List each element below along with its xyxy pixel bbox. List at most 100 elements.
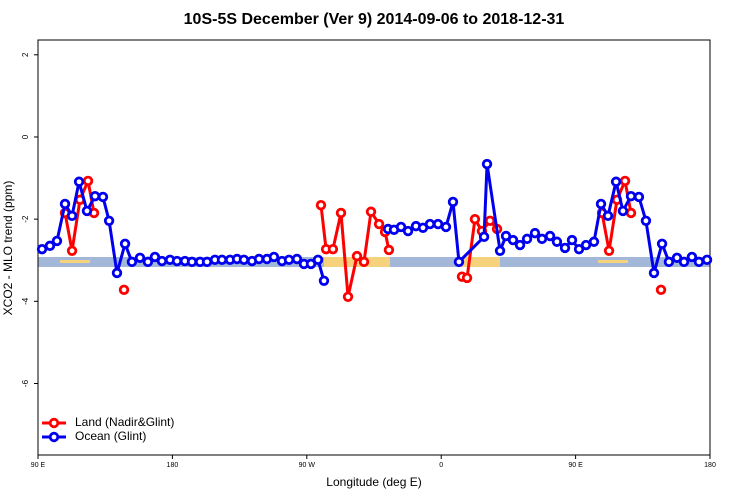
data-point xyxy=(327,243,339,255)
data-point xyxy=(156,255,168,267)
x-tick-label: 90 E xyxy=(31,462,46,469)
legend-marker xyxy=(48,417,60,429)
data-point xyxy=(66,210,78,222)
x-tick-label: 90 E xyxy=(568,462,583,469)
x-tick-label: 180 xyxy=(704,462,716,469)
y-axis-label: XCO2 - MLO trend (ppm) xyxy=(1,181,15,316)
data-point xyxy=(701,254,713,266)
data-point xyxy=(693,256,705,268)
data-point xyxy=(551,236,563,247)
data-point xyxy=(111,267,123,279)
data-point xyxy=(268,251,280,263)
data-point xyxy=(291,253,303,265)
y-tick-label: -4 xyxy=(21,297,30,305)
data-point xyxy=(469,213,481,225)
data-point xyxy=(500,230,512,242)
data-point xyxy=(103,215,115,226)
data-point xyxy=(655,284,667,296)
data-point xyxy=(81,205,93,217)
data-point xyxy=(201,256,213,268)
data-point xyxy=(640,215,652,226)
data-point xyxy=(342,291,354,303)
data-point xyxy=(588,236,600,247)
data-point xyxy=(529,227,541,239)
data-point xyxy=(678,256,690,268)
y-tick-label: -2 xyxy=(21,215,30,223)
data-point xyxy=(358,256,370,268)
data-point xyxy=(373,218,385,230)
data-point xyxy=(521,233,533,245)
data-point xyxy=(536,233,548,245)
data-point xyxy=(544,230,556,242)
data-point xyxy=(656,238,668,250)
data-point xyxy=(134,252,146,263)
data-point xyxy=(478,231,490,243)
land-strip xyxy=(462,257,500,267)
data-point xyxy=(625,190,637,202)
data-point xyxy=(253,253,265,265)
x-axis-label: Longitude (deg E) xyxy=(326,475,421,489)
data-point xyxy=(395,221,407,233)
data-point xyxy=(51,235,63,247)
data-point xyxy=(351,250,363,262)
data-point xyxy=(44,240,56,252)
data-point xyxy=(610,176,622,187)
data-point xyxy=(82,175,94,187)
data-point xyxy=(365,206,377,217)
data-point xyxy=(402,225,414,237)
data-point xyxy=(305,258,317,270)
data-point xyxy=(238,254,250,266)
y-tick-label: 0 xyxy=(21,134,30,139)
x-tick-label: 180 xyxy=(167,462,179,469)
data-point xyxy=(603,245,615,256)
legend-marker xyxy=(48,431,60,443)
data-point xyxy=(559,242,571,254)
data-point xyxy=(461,272,473,284)
data-point xyxy=(573,243,585,255)
data-point xyxy=(671,252,683,263)
data-point xyxy=(595,198,607,210)
data-point xyxy=(432,218,444,230)
data-point xyxy=(453,256,465,268)
data-point xyxy=(494,245,506,256)
data-point xyxy=(335,207,347,219)
data-point xyxy=(617,205,629,217)
data-point xyxy=(648,267,660,279)
legend-label: Land (Nadir&Glint) xyxy=(75,415,174,429)
data-point xyxy=(514,239,526,251)
data-point xyxy=(447,196,459,208)
x-tick-label: 0 xyxy=(439,462,443,469)
data-point xyxy=(283,254,295,266)
chart-title: 10S-5S December (Ver 9) 2014-09-06 to 20… xyxy=(184,11,565,28)
data-point xyxy=(126,256,138,268)
data-point xyxy=(602,210,614,222)
data-point xyxy=(119,238,131,250)
data-point xyxy=(97,191,109,203)
data-point xyxy=(171,255,183,267)
data-point xyxy=(484,215,496,226)
data-point xyxy=(318,275,330,286)
data-point xyxy=(440,221,452,233)
y-tick-label: -6 xyxy=(21,379,30,387)
data-point xyxy=(481,158,493,170)
y-tick-label: 2 xyxy=(21,52,30,57)
x-tick-label: 90 W xyxy=(299,462,316,469)
land-strip xyxy=(324,257,390,267)
data-point xyxy=(186,256,198,268)
data-point xyxy=(633,191,645,203)
data-point xyxy=(36,243,48,255)
data-point xyxy=(424,218,436,230)
data-point xyxy=(619,175,631,187)
map-strip xyxy=(38,257,710,267)
data-point xyxy=(118,284,130,296)
data-point xyxy=(66,245,78,256)
data-point xyxy=(383,244,395,256)
data-point xyxy=(59,198,71,210)
data-point xyxy=(142,256,154,268)
data-point xyxy=(625,207,637,219)
land-strip xyxy=(598,260,628,263)
data-point xyxy=(686,251,698,263)
data-point xyxy=(315,199,327,211)
data-point xyxy=(566,234,578,246)
